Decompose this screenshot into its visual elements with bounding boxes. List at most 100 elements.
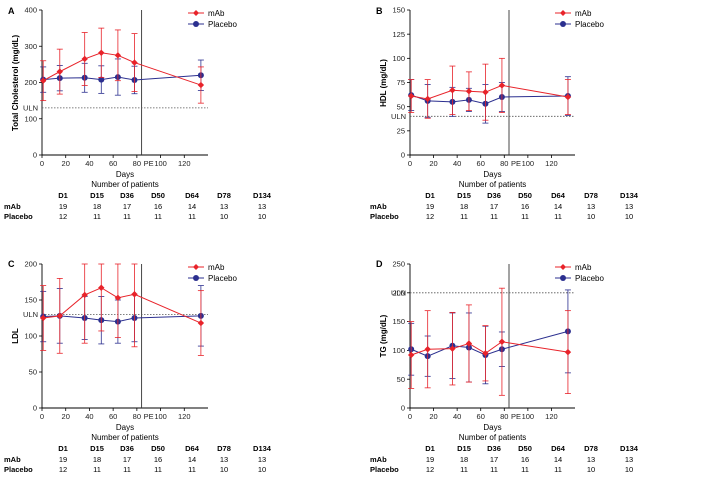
y-tick-label: 200 <box>392 288 405 297</box>
patients-count: 11 <box>93 212 101 221</box>
x-tick-label: 120 <box>178 412 191 421</box>
patients-count: 11 <box>123 465 131 474</box>
data-point-mab <box>465 340 473 347</box>
x-tick-label: 80 <box>500 159 508 168</box>
x-tick-label: 120 <box>545 159 558 168</box>
x-tick-label: 20 <box>429 159 437 168</box>
patients-count: 10 <box>587 212 595 221</box>
data-point-mab <box>449 87 456 94</box>
y-tick-label: 150 <box>392 317 405 326</box>
patients-count: 16 <box>154 455 162 464</box>
x-tick-label: 0 <box>408 159 412 168</box>
patients-table-header: D15 <box>457 191 471 200</box>
y-tick-label: 50 <box>29 368 37 377</box>
y-tick-label: 50 <box>397 102 405 111</box>
series-mab <box>407 57 572 121</box>
x-tick-label: 20 <box>62 412 70 421</box>
patients-count: 13 <box>258 202 266 211</box>
x-axis-label: Days <box>116 423 134 432</box>
series-mab <box>407 287 572 396</box>
patients-table-header: D1 <box>425 444 435 453</box>
x-tick-label: 0 <box>40 159 44 168</box>
series-line <box>411 84 569 100</box>
patients-table-header: D1 <box>58 444 68 453</box>
patients-count: 17 <box>490 455 498 464</box>
x-axis-label: Days <box>116 170 134 179</box>
y-tick-label: 100 <box>392 54 405 63</box>
data-point-mab <box>482 350 489 357</box>
legend: mAb Placebo <box>188 263 237 283</box>
y-axis-label: Total Cholesterol (mg/dL) <box>11 35 20 132</box>
data-point-mab <box>465 88 473 95</box>
patients-table-header: D78 <box>217 444 231 453</box>
patients-count: 11 <box>521 212 529 221</box>
patients-count: 16 <box>521 455 529 464</box>
data-point-mab <box>131 59 138 66</box>
patients-count: 11 <box>490 212 498 221</box>
patients-count: 16 <box>521 202 529 211</box>
patients-table-header: D50 <box>151 444 165 453</box>
series-mab <box>39 263 205 356</box>
patients-count: 10 <box>220 465 228 474</box>
legend-marker-placebo <box>560 275 566 281</box>
x-tick-label: 120 <box>545 412 558 421</box>
patients-count: 12 <box>59 212 67 221</box>
x-tick-label: 20 <box>62 159 70 168</box>
y-axis-label: LDL <box>11 328 20 344</box>
patients-count: 13 <box>220 455 228 464</box>
y-axis-label: TG (mg/dL) <box>379 314 388 357</box>
legend-label-mab: mAb <box>575 9 592 18</box>
legend-marker-placebo <box>193 275 199 281</box>
x-axis-label: Days <box>483 170 501 179</box>
panel-letter: A <box>8 6 15 16</box>
data-point-mab <box>498 338 506 345</box>
data-point-mab <box>56 68 63 75</box>
x-tick-label: 0 <box>40 412 44 421</box>
y-tick-label: 150 <box>24 296 37 305</box>
x-tick-label: 40 <box>453 159 461 168</box>
data-point-mab <box>482 88 489 96</box>
patients-table: Number of patients D1 D15 D36 D50 D64 D78 D134 m… <box>4 180 272 221</box>
series-mab <box>39 27 205 104</box>
legend: mAb Placebo <box>188 9 237 29</box>
pe-label: PE <box>144 159 154 168</box>
patients-table-header: D50 <box>518 191 532 200</box>
patients-count: 10 <box>625 465 633 474</box>
panel-d: D 0 50 100 150 200 250 0 20 40 60 80 100 120 PE ULN TG (… <box>370 259 639 474</box>
data-point-mab <box>39 77 47 84</box>
patients-table-header: D1 <box>425 191 435 200</box>
patients-count: 12 <box>426 212 434 221</box>
y-tick-label: 0 <box>401 151 405 160</box>
data-point-mab <box>449 345 456 352</box>
patients-count: 14 <box>554 202 562 211</box>
data-point-mab <box>407 92 415 100</box>
patients-table-header: D15 <box>90 191 104 200</box>
data-point-mab <box>498 82 506 89</box>
patients-table-title: Number of patients <box>459 180 527 189</box>
data-point-mab <box>424 95 431 103</box>
x-tick-label: 0 <box>408 412 412 421</box>
x-axis-label: Days <box>483 423 501 432</box>
legend-label-mab: mAb <box>208 263 225 272</box>
patients-count: 19 <box>59 202 67 211</box>
patients-count: 18 <box>460 202 468 211</box>
data-point-mab <box>197 319 205 327</box>
patients-count: 11 <box>521 465 529 474</box>
y-tick-label: 0 <box>33 151 37 160</box>
patients-row-label: mAb <box>4 455 21 464</box>
panel-letter: D <box>376 259 383 269</box>
patients-count: 11 <box>460 212 468 221</box>
patients-count: 19 <box>426 455 434 464</box>
pe-label: PE <box>511 412 521 421</box>
y-tick-label: 50 <box>397 375 405 384</box>
panel-letter: B <box>376 6 383 16</box>
patients-row-label: mAb <box>370 455 387 464</box>
data-point-mab <box>424 346 431 353</box>
patients-row-label: Placebo <box>4 212 33 221</box>
patients-count: 11 <box>93 465 101 474</box>
data-point-mab <box>131 291 138 298</box>
patients-count: 13 <box>587 202 595 211</box>
data-point-placebo <box>98 76 105 83</box>
